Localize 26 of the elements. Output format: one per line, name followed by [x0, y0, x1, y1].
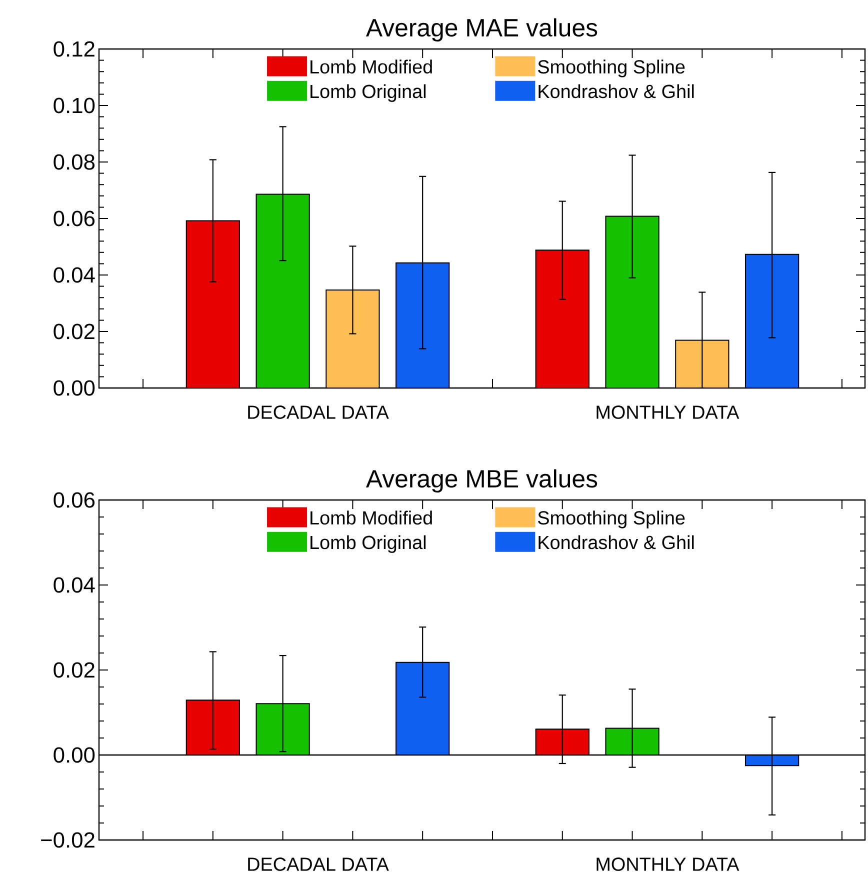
x-tick-label: MONTHLY DATA: [596, 858, 740, 871]
legend-label: Kondrashov & Ghil: [538, 84, 694, 98]
legend-label: Kondrashov & Ghil: [538, 535, 694, 550]
y-tick-label: 0.06: [54, 210, 95, 226]
legend-label: Lomb Modified: [310, 510, 432, 525]
chart-title: Average MBE values: [366, 469, 598, 493]
legend-label: Lomb Modified: [310, 60, 432, 74]
y-tick-label: 0.02: [54, 662, 94, 678]
legend-label: Smoothing Spline: [538, 60, 685, 78]
y-tick-label: 0.08: [54, 154, 95, 170]
y-tick-label: 0.06: [54, 492, 95, 508]
chart-title: Average MAE values: [366, 18, 598, 42]
y-tick-label: −0.02: [41, 832, 94, 848]
y-tick-label: 0.12: [54, 41, 94, 57]
y-tick-label: 0.04: [54, 577, 95, 593]
y-tick-label: 0.00: [54, 380, 95, 396]
y-tick-label: 0.00: [54, 747, 95, 763]
legend-label: Lomb Original: [310, 84, 426, 102]
legend-label: Smoothing Spline: [538, 510, 685, 528]
y-tick-label: 0.10: [54, 98, 95, 114]
y-tick-label: 0.02: [54, 324, 94, 340]
x-tick-label: DECADAL DATA: [248, 858, 389, 871]
y-tick-label: 0.04: [54, 267, 95, 283]
x-tick-label: DECADAL DATA: [248, 406, 389, 419]
legend-label: Lomb Original: [310, 535, 426, 553]
x-tick-label: MONTHLY DATA: [596, 406, 740, 419]
